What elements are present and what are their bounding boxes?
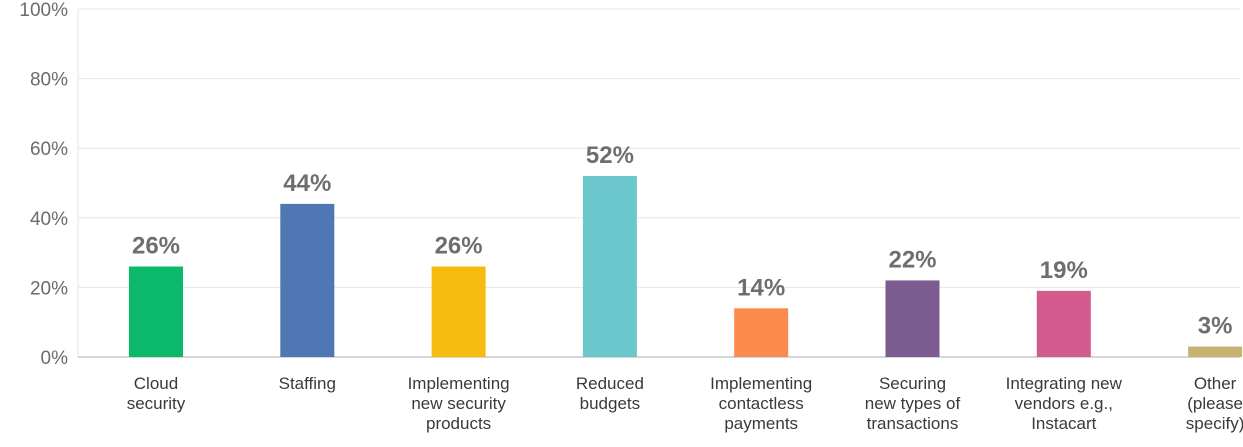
- value-labels: 26% 44% 26% 52% 14% 22% 19% 3%: [132, 142, 1232, 340]
- bars: [129, 176, 1243, 357]
- category-labels: Cloud security Staffing Implementing new sec…: [127, 374, 1243, 433]
- bar: [734, 308, 789, 357]
- x-tick-label: Reduced budgets: [576, 374, 644, 413]
- bar: [1036, 290, 1091, 357]
- y-tick-label: 20%: [30, 278, 68, 299]
- bar: [582, 176, 637, 357]
- data-label: 44%: [283, 170, 331, 197]
- data-label: 19%: [1040, 257, 1088, 284]
- bar: [431, 266, 486, 357]
- y-axis-ticks: 0% 20% 40% 60% 80% 100%: [19, 0, 68, 369]
- bar: [885, 280, 940, 357]
- data-label: 52%: [586, 142, 634, 169]
- bar: [280, 203, 335, 357]
- y-tick-label: 0%: [41, 348, 69, 369]
- bar: [129, 266, 183, 357]
- data-label: 3%: [1198, 313, 1233, 340]
- y-tick-label: 80%: [30, 70, 68, 91]
- data-label: 26%: [435, 233, 483, 260]
- x-tick-label: Staffing: [279, 374, 336, 393]
- x-tick-label: Implementing contactless payments: [710, 374, 812, 433]
- x-tick-label: Securing new types of transactions: [865, 374, 961, 433]
- bar: [1188, 346, 1243, 357]
- data-label: 22%: [888, 246, 936, 273]
- y-tick-label: 60%: [30, 139, 68, 160]
- y-tick-label: 40%: [30, 209, 68, 230]
- x-tick-label: Implementing new security products: [408, 374, 510, 433]
- x-tick-label: Other (please specify): [1186, 374, 1243, 433]
- x-tick-label: Cloud security: [127, 374, 186, 413]
- y-tick-label: 100%: [19, 0, 68, 21]
- data-label: 14%: [737, 274, 785, 301]
- x-tick-label: Integrating new vendors e.g., Instacart: [1006, 374, 1123, 433]
- data-label: 26%: [132, 233, 180, 260]
